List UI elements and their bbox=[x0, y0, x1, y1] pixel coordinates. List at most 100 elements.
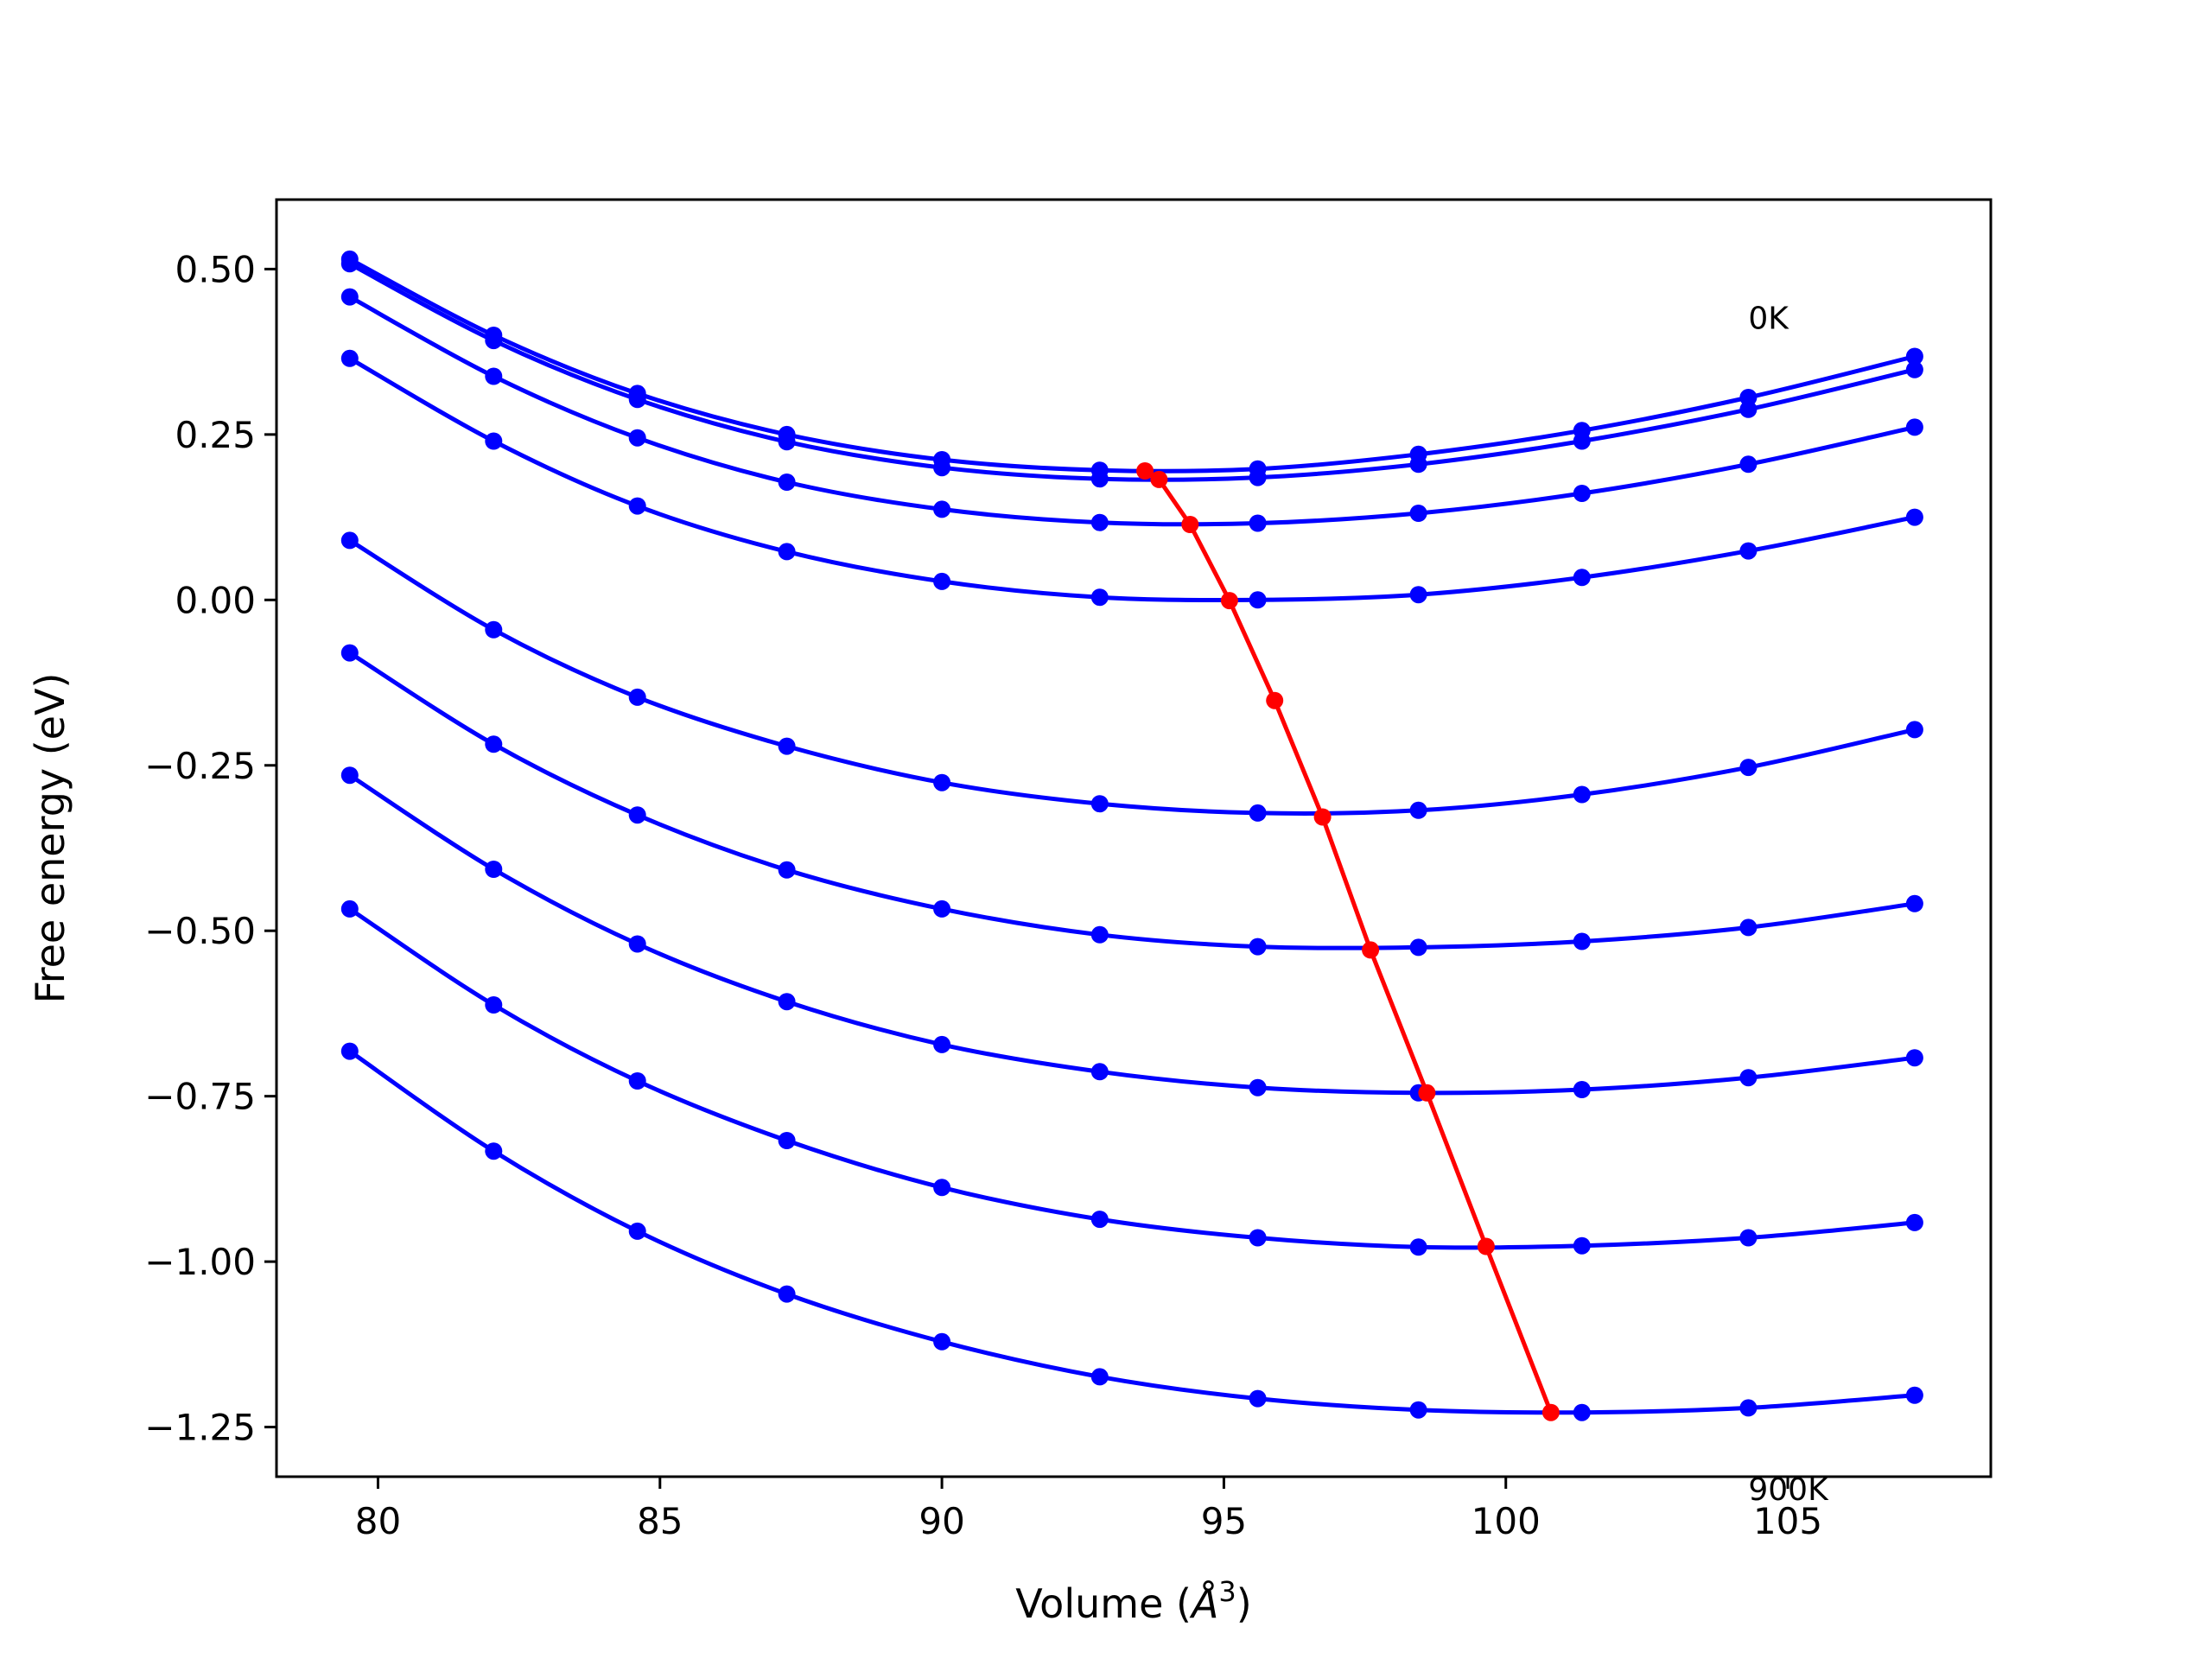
data-point bbox=[340, 531, 359, 550]
ticks-layer: 80 85 90 95 100 105 0.50 0.25 0.00 −0.25 −0.50 −0.7… bbox=[144, 248, 1822, 1542]
data-point bbox=[1249, 591, 1267, 609]
minima-point bbox=[1181, 516, 1199, 533]
x-tick-label: 80 bbox=[355, 1500, 401, 1542]
data-point bbox=[340, 899, 359, 918]
data-point bbox=[1409, 586, 1427, 604]
data-point bbox=[1409, 1401, 1427, 1419]
data-point bbox=[340, 255, 359, 273]
x-tick-label: 95 bbox=[1201, 1500, 1247, 1542]
annotation-900K: 900K bbox=[1748, 1472, 1829, 1508]
y-axis-label: Free energy (eV) bbox=[27, 673, 73, 1004]
data-point bbox=[1573, 1081, 1591, 1098]
data-point bbox=[340, 349, 359, 367]
data-point bbox=[933, 773, 951, 791]
data-point bbox=[778, 737, 796, 755]
x-axis-label: Volume (Å3) bbox=[1015, 1575, 1251, 1627]
data-point bbox=[340, 644, 359, 662]
data-point bbox=[778, 993, 796, 1011]
data-point bbox=[485, 367, 503, 385]
plot-frame bbox=[275, 198, 1993, 1478]
data-point bbox=[1905, 1213, 1923, 1231]
y-tick-label: −0.75 bbox=[144, 1076, 256, 1118]
series-300K bbox=[340, 349, 1923, 609]
y-tick-label: 0.50 bbox=[175, 248, 256, 290]
series-500K bbox=[340, 644, 1923, 957]
data-point bbox=[778, 543, 796, 561]
data-point bbox=[485, 1142, 503, 1160]
data-point bbox=[1409, 1238, 1427, 1256]
data-point bbox=[1249, 1078, 1267, 1096]
y-tick-label: −1.25 bbox=[144, 1407, 256, 1449]
data-point bbox=[1249, 514, 1267, 532]
data-point bbox=[1573, 785, 1591, 804]
data-point bbox=[1739, 400, 1758, 418]
data-point bbox=[778, 433, 796, 451]
data-point bbox=[1409, 801, 1427, 819]
data-point bbox=[485, 432, 503, 450]
data-point bbox=[628, 497, 646, 515]
data-point bbox=[1249, 1229, 1267, 1247]
data-point bbox=[1739, 455, 1758, 474]
y-tick-label: 0.00 bbox=[175, 579, 256, 621]
series-900K bbox=[340, 1042, 1923, 1421]
data-point bbox=[340, 766, 359, 785]
series-400K bbox=[340, 531, 1923, 822]
data-point bbox=[485, 620, 503, 639]
data-point bbox=[933, 1035, 951, 1053]
data-point bbox=[1905, 894, 1923, 912]
data-point bbox=[1090, 925, 1109, 944]
data-point bbox=[485, 332, 503, 350]
data-point bbox=[1739, 1069, 1758, 1087]
data-point bbox=[1573, 1403, 1591, 1421]
data-point bbox=[1739, 1229, 1758, 1247]
data-point bbox=[1090, 470, 1109, 488]
data-point bbox=[628, 391, 646, 409]
data-point bbox=[1905, 721, 1923, 739]
plot-area bbox=[276, 200, 1991, 1477]
data-point bbox=[933, 899, 951, 918]
x-tick-label: 105 bbox=[1753, 1500, 1822, 1542]
data-point bbox=[778, 1132, 796, 1149]
data-point bbox=[628, 1222, 646, 1240]
minima-point bbox=[1150, 470, 1168, 488]
data-point bbox=[1409, 505, 1427, 522]
data-point bbox=[1573, 432, 1591, 450]
data-point bbox=[1905, 1049, 1923, 1067]
data-point bbox=[628, 806, 646, 824]
data-point bbox=[628, 935, 646, 953]
y-tick-label: 0.25 bbox=[175, 414, 256, 456]
data-point bbox=[1249, 1389, 1267, 1408]
data-point bbox=[1090, 1368, 1109, 1386]
data-point bbox=[340, 1042, 359, 1060]
minima-point bbox=[1362, 941, 1380, 959]
data-point bbox=[1090, 1063, 1109, 1081]
data-point bbox=[1249, 938, 1267, 956]
annotation-layer: 0K 900K bbox=[1748, 301, 1829, 1507]
series-200K bbox=[340, 288, 1923, 532]
data-point bbox=[1409, 938, 1427, 957]
data-point bbox=[1409, 455, 1427, 474]
data-point bbox=[1739, 918, 1758, 937]
data-point bbox=[485, 735, 503, 753]
data-point bbox=[485, 996, 503, 1014]
data-point bbox=[1573, 932, 1591, 950]
series-layer bbox=[340, 250, 1923, 1421]
minima-point bbox=[1136, 462, 1154, 480]
data-point bbox=[1905, 347, 1923, 365]
data-point bbox=[1905, 360, 1923, 378]
minima-point bbox=[1418, 1084, 1436, 1102]
minima-point bbox=[1266, 691, 1284, 709]
data-point bbox=[1905, 508, 1923, 526]
data-point bbox=[1573, 485, 1591, 502]
data-point bbox=[1090, 795, 1109, 813]
minima-layer bbox=[1136, 462, 1560, 1421]
series-600K bbox=[340, 766, 1923, 1102]
data-point bbox=[778, 861, 796, 879]
series-100K bbox=[340, 255, 1923, 488]
minima-point bbox=[1313, 808, 1332, 826]
data-point bbox=[933, 500, 951, 518]
series-700K bbox=[340, 899, 1923, 1256]
data-point bbox=[1573, 1236, 1591, 1255]
data-point bbox=[933, 459, 951, 477]
